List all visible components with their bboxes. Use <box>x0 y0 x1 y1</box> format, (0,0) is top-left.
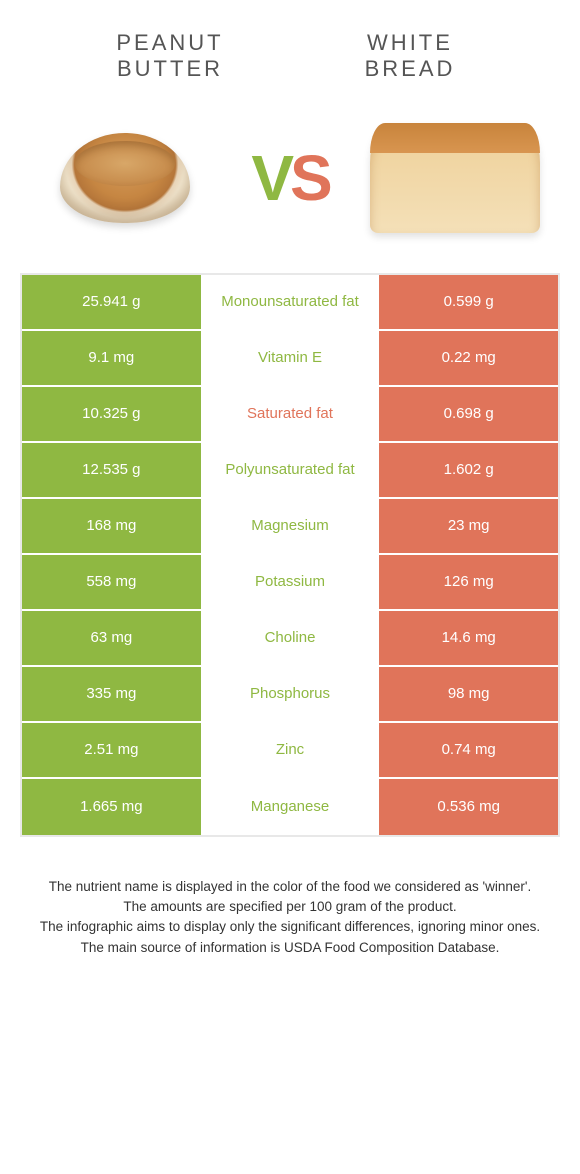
nutrient-label: Phosphorus <box>201 667 380 723</box>
right-food-title: White bread <box>290 30 530 83</box>
left-value: 12.535 g <box>22 443 201 499</box>
table-row: 1.665 mgManganese0.536 mg <box>22 779 558 835</box>
right-value: 0.599 g <box>379 275 558 331</box>
nutrient-label: Zinc <box>201 723 380 779</box>
nutrient-label: Manganese <box>201 779 380 835</box>
right-food-line1: White <box>290 30 530 56</box>
table-row: 558 mgPotassium126 mg <box>22 555 558 611</box>
table-row: 168 mgMagnesium23 mg <box>22 499 558 555</box>
right-value: 0.698 g <box>379 387 558 443</box>
left-value: 63 mg <box>22 611 201 667</box>
table-row: 25.941 gMonounsaturated fat0.599 g <box>22 275 558 331</box>
right-food-line2: bread <box>290 56 530 82</box>
footer-line3: The infographic aims to display only the… <box>30 917 550 937</box>
nutrient-label: Monounsaturated fat <box>201 275 380 331</box>
nutrient-label: Magnesium <box>201 499 380 555</box>
table-row: 9.1 mgVitamin E0.22 mg <box>22 331 558 387</box>
header: Peanut butter White bread <box>0 0 580 93</box>
right-value: 0.22 mg <box>379 331 558 387</box>
footer-line1: The nutrient name is displayed in the co… <box>30 877 550 897</box>
left-food-title: Peanut butter <box>50 30 290 83</box>
right-value: 98 mg <box>379 667 558 723</box>
right-value: 1.602 g <box>379 443 558 499</box>
nutrient-label: Vitamin E <box>201 331 380 387</box>
left-value: 168 mg <box>22 499 201 555</box>
table-row: 10.325 gSaturated fat0.698 g <box>22 387 558 443</box>
left-food-line2: butter <box>50 56 290 82</box>
right-value: 126 mg <box>379 555 558 611</box>
table-row: 63 mgCholine14.6 mg <box>22 611 558 667</box>
left-value: 1.665 mg <box>22 779 201 835</box>
vs-v: V <box>251 141 290 215</box>
nutrient-label: Saturated fat <box>201 387 380 443</box>
left-value: 9.1 mg <box>22 331 201 387</box>
left-value: 335 mg <box>22 667 201 723</box>
right-food-image <box>370 113 540 243</box>
left-value: 558 mg <box>22 555 201 611</box>
nutrient-label: Polyunsaturated fat <box>201 443 380 499</box>
vs-s: S <box>290 141 329 215</box>
footer-notes: The nutrient name is displayed in the co… <box>0 837 580 958</box>
right-value: 23 mg <box>379 499 558 555</box>
table-row: 335 mgPhosphorus98 mg <box>22 667 558 723</box>
vs-label: VS <box>251 141 328 215</box>
images-row: VS <box>0 93 580 273</box>
bread-icon <box>370 123 540 233</box>
left-value: 10.325 g <box>22 387 201 443</box>
footer-line4: The main source of information is USDA F… <box>30 938 550 958</box>
table-row: 12.535 gPolyunsaturated fat1.602 g <box>22 443 558 499</box>
right-value: 0.536 mg <box>379 779 558 835</box>
nutrient-table: 25.941 gMonounsaturated fat0.599 g9.1 mg… <box>20 273 560 837</box>
right-value: 14.6 mg <box>379 611 558 667</box>
left-value: 2.51 mg <box>22 723 201 779</box>
footer-line2: The amounts are specified per 100 gram o… <box>30 897 550 917</box>
nutrient-label: Potassium <box>201 555 380 611</box>
left-value: 25.941 g <box>22 275 201 331</box>
peanut-butter-icon <box>60 133 190 223</box>
table-row: 2.51 mgZinc0.74 mg <box>22 723 558 779</box>
right-value: 0.74 mg <box>379 723 558 779</box>
nutrient-label: Choline <box>201 611 380 667</box>
left-food-line1: Peanut <box>50 30 290 56</box>
left-food-image <box>40 113 210 243</box>
